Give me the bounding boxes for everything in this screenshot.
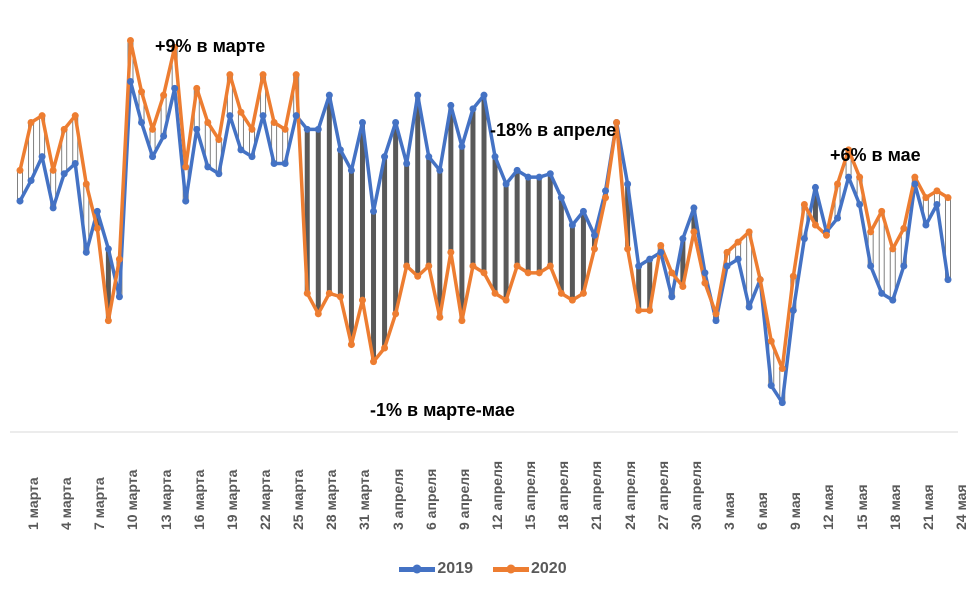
x-axis-label: 25 марта bbox=[290, 470, 306, 530]
annotation-label: +6% в мае bbox=[830, 145, 921, 166]
x-axis-label: 19 марта bbox=[224, 470, 240, 530]
legend-line-icon bbox=[493, 567, 529, 572]
x-axis-label: 21 апреля bbox=[588, 461, 604, 530]
annotation-label: -18% в апреле bbox=[490, 120, 616, 141]
x-axis-label: 18 мая bbox=[887, 484, 903, 530]
x-axis-label: 9 мая bbox=[787, 492, 803, 530]
x-axis-label: 13 марта bbox=[158, 470, 174, 530]
x-axis-label: 7 марта bbox=[91, 477, 107, 530]
x-axis-label: 15 мая bbox=[854, 484, 870, 530]
x-axis-label: 21 мая bbox=[920, 484, 936, 530]
x-axis-label: 24 апреля bbox=[622, 461, 638, 530]
x-axis-label: 30 апреля bbox=[688, 461, 704, 530]
x-axis-label: 27 апреля bbox=[655, 461, 671, 530]
x-axis-label: 4 марта bbox=[58, 477, 74, 530]
x-axis-label: 10 марта bbox=[124, 470, 140, 530]
legend-marker-icon bbox=[507, 565, 516, 574]
x-axis-label: 9 апреля bbox=[456, 469, 472, 530]
annotation-label: +9% в марте bbox=[155, 36, 265, 57]
x-axis-label: 28 марта bbox=[323, 470, 339, 530]
legend-line-icon bbox=[399, 567, 435, 572]
legend-item: 2020 bbox=[493, 560, 567, 578]
x-axis-label: 12 апреля bbox=[489, 461, 505, 530]
legend-label: 2019 bbox=[437, 560, 473, 578]
x-axis-label: 3 апреля bbox=[390, 469, 406, 530]
annotation-label: -1% в марте-мае bbox=[370, 400, 515, 421]
x-axis-label: 6 апреля bbox=[423, 469, 439, 530]
x-axis-label: 18 апреля bbox=[555, 461, 571, 530]
x-axis-label: 22 марта bbox=[257, 470, 273, 530]
legend-label: 2020 bbox=[531, 560, 567, 578]
x-axis-label: 3 мая bbox=[721, 492, 737, 530]
x-axis-label: 12 мая bbox=[820, 484, 836, 530]
x-axis-label: 16 марта bbox=[191, 470, 207, 530]
chart-container: 1 марта 4 марта 7 марта 10 марта 13 марта 16 … bbox=[0, 0, 966, 590]
x-axis-label: 31 марта bbox=[356, 470, 372, 530]
x-axis-label: 1 марта bbox=[25, 477, 41, 530]
legend-item: 2019 bbox=[399, 560, 473, 578]
x-axis-label: 15 апреля bbox=[522, 461, 538, 530]
legend-marker-icon bbox=[413, 565, 422, 574]
legend: 2019 2020 bbox=[0, 560, 966, 578]
x-axis-label: 24 мая bbox=[953, 484, 966, 530]
x-axis-label: 6 мая bbox=[754, 492, 770, 530]
